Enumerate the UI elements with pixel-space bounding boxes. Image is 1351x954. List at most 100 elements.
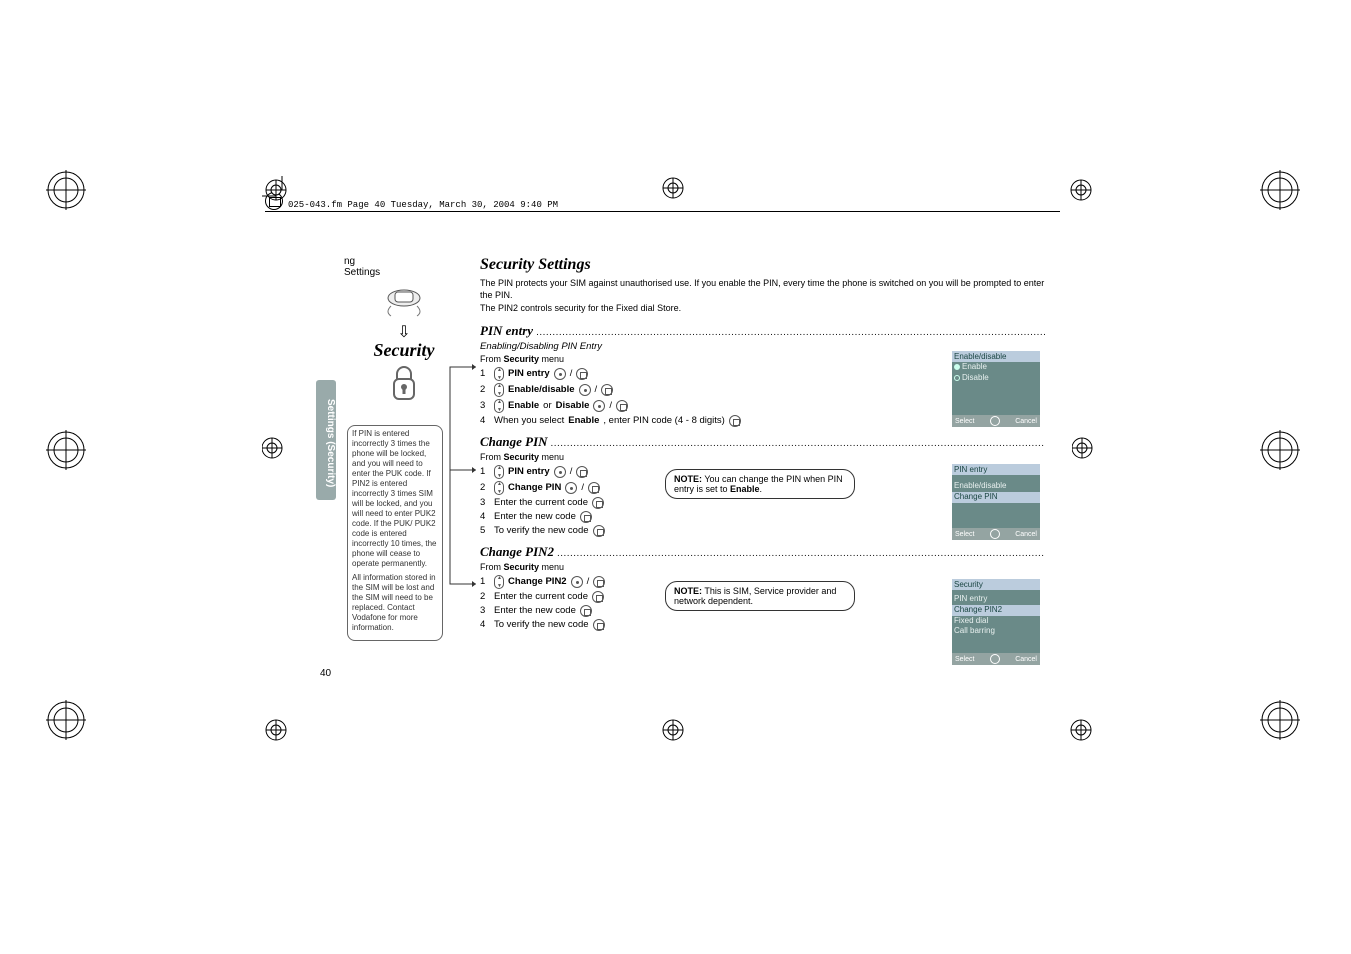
t: Enter the current code: [494, 497, 588, 508]
t: , enter PIN code (4 - 8 digits): [603, 415, 724, 426]
t: Security: [504, 452, 540, 462]
screen-row-selected: Change PIN2: [952, 605, 1040, 616]
radio-icon: [954, 375, 960, 381]
fm-header: 025-043.fm Page 40 Tuesday, March 30, 20…: [288, 200, 558, 210]
t: Disable: [962, 373, 989, 382]
screen-title: Security: [952, 579, 1040, 590]
nav-key-icon: [494, 367, 504, 381]
reg-mark-icon: [46, 170, 86, 210]
center-key-icon: [593, 400, 605, 412]
down-arrow-icon: ⇩: [344, 322, 464, 342]
h2-text: Change PIN2: [480, 544, 554, 559]
soft-key-icon: [593, 576, 605, 588]
t: To verify the new code: [494, 619, 589, 630]
center-key-icon: [554, 466, 566, 478]
crop-mark-icon: [1072, 434, 1112, 474]
phone-screen: PIN entry Enable/disable Change PIN Sele…: [952, 464, 1040, 540]
t: menu: [539, 452, 564, 462]
t: Enable/disable: [508, 384, 575, 395]
lock-icon: [390, 365, 418, 403]
t: Cancel: [1015, 656, 1037, 663]
soft-key-icon: [593, 619, 605, 631]
t: Select: [955, 656, 974, 663]
center-dot-icon: [990, 654, 1000, 664]
main-content: Security Settings The PIN protects your …: [480, 256, 1045, 630]
crop-mark-icon: [262, 716, 302, 756]
from-line: From Security menu: [480, 452, 1045, 462]
step-num: 1: [480, 466, 490, 477]
t: Change PIN: [508, 482, 561, 493]
t: Cancel: [1015, 531, 1037, 538]
step-num: 4: [480, 415, 490, 426]
soft-key-icon: [592, 497, 604, 509]
center-dot-icon: [990, 416, 1000, 426]
center-dot-icon: [990, 529, 1000, 539]
soft-key-icon: [601, 384, 613, 396]
t: Security: [504, 562, 540, 572]
screen-row: PIN entry: [952, 594, 1040, 605]
subsection-title: PIN entry: [480, 323, 1045, 339]
nav-key-icon: [494, 399, 504, 413]
t: Disable: [556, 400, 590, 411]
info-box: If PIN is entered incorrectly 3 times th…: [347, 425, 443, 641]
soft-key-icon: [593, 525, 605, 537]
settings-title: Settings: [344, 267, 464, 278]
t: Enter the new code: [494, 511, 576, 522]
t: Enable: [730, 484, 760, 494]
crop-mark-icon: [262, 176, 302, 216]
leader-dots: [533, 323, 1045, 338]
center-key-icon: [554, 368, 566, 380]
t: menu: [539, 562, 564, 572]
reg-mark-icon: [1260, 430, 1300, 470]
t: Enable: [962, 362, 987, 371]
t: Enable: [508, 400, 539, 411]
leader-dots: [554, 544, 1045, 559]
t: NOTE:: [674, 586, 702, 596]
soft-key-icon: [729, 415, 741, 427]
section-title: Security Settings: [480, 256, 1045, 274]
crop-mark-icon: [262, 434, 302, 474]
screen-row: Enable: [952, 362, 1040, 373]
from-line: From Security menu: [480, 562, 1045, 572]
body-text: The PIN2 controls security for the Fixed…: [480, 303, 1045, 315]
t: Cancel: [1015, 418, 1037, 425]
step-num: 4: [480, 619, 490, 630]
t: From: [480, 354, 504, 364]
screen-title: PIN entry: [952, 464, 1040, 475]
step-num: 3: [480, 400, 490, 411]
center-key-icon: [565, 482, 577, 494]
info-text: If PIN is entered incorrectly 3 times th…: [352, 429, 438, 569]
page-number: 40: [320, 668, 331, 679]
t: PIN entry: [508, 466, 550, 477]
h2-text: Change PIN: [480, 434, 548, 449]
reg-mark-icon: [46, 430, 86, 470]
screen-softkeys: Select Cancel: [952, 415, 1040, 427]
soft-key-icon: [592, 591, 604, 603]
step-num: 3: [480, 497, 490, 508]
step-num: 1: [480, 576, 490, 587]
note-box: NOTE: This is SIM, Service provider and …: [665, 581, 855, 611]
subsection-title: Change PIN: [480, 434, 1045, 450]
note-box: NOTE: You can change the PIN when PIN en…: [665, 469, 855, 499]
t: To verify the new code: [494, 525, 589, 536]
phone-icon: [383, 282, 425, 320]
leader-dots: [548, 434, 1045, 449]
t: Change PIN2: [508, 576, 567, 587]
arrow-line: [450, 470, 480, 693]
t: From: [480, 562, 504, 572]
soft-key-icon: [576, 466, 588, 478]
nav-key-icon: [494, 465, 504, 479]
t: Enter the new code: [494, 605, 576, 616]
h2-text: PIN entry: [480, 323, 533, 338]
t: Security: [504, 354, 540, 364]
screen-row: Disable: [952, 373, 1040, 384]
t: Select: [955, 418, 974, 425]
soft-key-icon: [580, 605, 592, 617]
crop-mark-icon: [659, 176, 699, 216]
t: Enter the current code: [494, 591, 588, 602]
screen-row: Fixed dial: [952, 616, 1040, 627]
crop-mark-icon: [659, 718, 699, 758]
side-tab: Settings (Security): [316, 380, 336, 500]
radio-icon: [954, 364, 960, 370]
screen-row-selected: Change PIN: [952, 492, 1040, 503]
